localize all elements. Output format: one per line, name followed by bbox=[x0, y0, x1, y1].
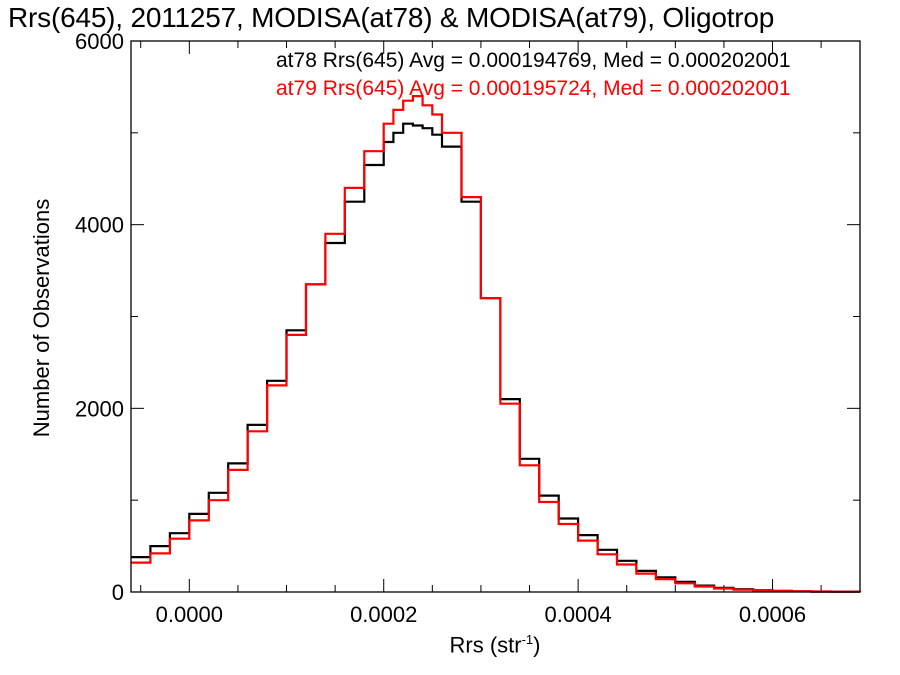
x-tick-label: 0.0002 bbox=[350, 602, 417, 627]
series-line-at78 bbox=[131, 122, 862, 593]
x-axis-label-close: ) bbox=[533, 632, 541, 658]
x-axis-label-main: Rrs (str bbox=[449, 632, 522, 658]
chart-title: Rrs(645), 2011257, MODISA(at78) & MODISA… bbox=[8, 2, 775, 33]
x-axis-label: Rrs (str-1) bbox=[450, 632, 541, 658]
series-layer bbox=[131, 95, 862, 593]
series-line-at79 bbox=[131, 95, 862, 593]
legend-entry-at78: at78 Rrs(645) Avg = 0.000194769, Med = 0… bbox=[276, 49, 791, 72]
y-tick-label: 0 bbox=[112, 580, 124, 605]
y-tick-label: 2000 bbox=[75, 396, 124, 421]
plot-frame bbox=[130, 40, 861, 593]
x-axis-label-exponent: -1 bbox=[521, 632, 534, 647]
y-tick-label: 6000 bbox=[75, 29, 124, 54]
x-tick-label: 0.0004 bbox=[544, 602, 611, 627]
x-tick-label: 0.0006 bbox=[739, 602, 806, 627]
y-tick-label: 4000 bbox=[75, 213, 124, 238]
x-tick-label: 0.0000 bbox=[156, 602, 223, 627]
y-axis-label: Number of Observations bbox=[29, 198, 54, 438]
axis-ticks bbox=[131, 40, 860, 593]
tick-labels: 0 2000 4000 6000 0.0000 0.0002 0.0004 0.0006 bbox=[75, 29, 806, 627]
legend-entry-at79: at79 Rrs(645) Avg = 0.000195724, Med = 0… bbox=[276, 77, 791, 100]
